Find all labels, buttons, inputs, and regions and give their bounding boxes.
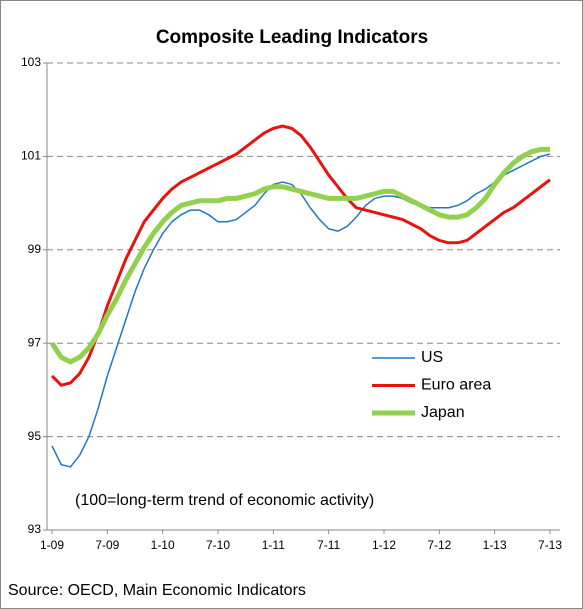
x-tick-label: 7-10 <box>206 538 230 552</box>
y-tick-label: 95 <box>28 429 42 443</box>
x-tick-label: 1-12 <box>372 538 396 552</box>
x-tick-label: 7-09 <box>95 538 119 552</box>
annotation: (100=long-term trend of economic activit… <box>75 492 374 509</box>
series-line <box>49 146 550 365</box>
source: Source: OECD, Main Economic Indicators <box>8 582 306 599</box>
y-tick-label: 97 <box>28 335 42 349</box>
x-tick-label: 1-09 <box>40 538 64 552</box>
series-line <box>50 124 551 387</box>
y-tick-label: 93 <box>28 522 42 536</box>
x-tick-label: 7-12 <box>427 538 451 552</box>
legend-label: Japan <box>421 404 465 421</box>
x-tick-label: 7-13 <box>538 538 562 552</box>
chart-title: Composite Leading Indicators <box>156 27 428 48</box>
x-tick-label: 7-11 <box>317 538 340 552</box>
x-tick-label: 1-10 <box>151 538 175 552</box>
y-tick-label: 101 <box>21 149 41 163</box>
x-tick-label: 1-11 <box>262 538 285 552</box>
legend-label: Euro area <box>421 377 491 394</box>
x-tick-label: 1-13 <box>483 538 507 552</box>
legend-label: US <box>421 349 443 366</box>
y-tick-label: 99 <box>28 242 42 256</box>
y-tick-label: 103 <box>21 55 41 69</box>
